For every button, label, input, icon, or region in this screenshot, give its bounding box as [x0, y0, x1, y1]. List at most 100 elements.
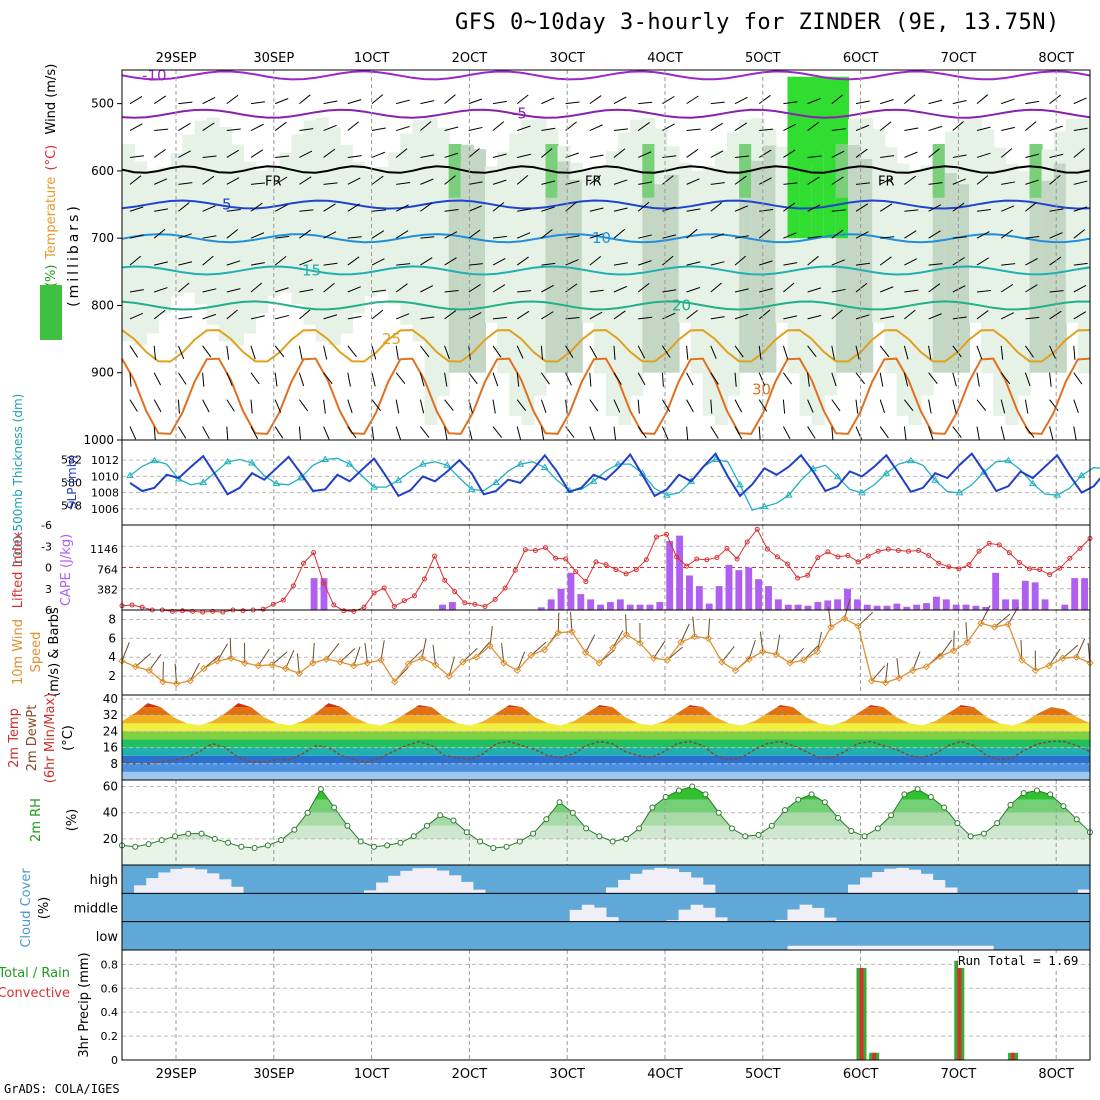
- rh-cell-green: [835, 144, 849, 198]
- wind-speed-marker: [868, 677, 876, 685]
- rh-marker: [185, 830, 192, 837]
- wind-barb: [371, 209, 386, 212]
- li-marker: [643, 557, 649, 563]
- wind-barb: [831, 209, 846, 212]
- wind-barb: [928, 204, 942, 212]
- wind-barb: [177, 345, 185, 359]
- rh-color-band: [122, 786, 1090, 800]
- cloud-high-cell: [424, 868, 438, 894]
- thickness-marker: [955, 488, 964, 496]
- rh-marker: [967, 833, 974, 840]
- wind-barb: [782, 372, 793, 385]
- rh-cell-mid: [848, 144, 862, 373]
- rh-marker: [251, 845, 258, 851]
- wind-barb: [783, 232, 797, 239]
- li-marker: [543, 545, 548, 551]
- wind-barb: [347, 236, 362, 239]
- wind-barb: [855, 203, 869, 212]
- cloud-middle-cell: [606, 917, 619, 922]
- wind-barb: [468, 98, 483, 105]
- wind-speed-marker: [513, 666, 522, 675]
- wind-barb: [396, 313, 410, 320]
- precip-convective-bar: [957, 960, 962, 1060]
- wind-barb: [928, 125, 943, 132]
- wind-barb: [178, 101, 193, 105]
- wind-barb: [154, 178, 168, 185]
- slp-tick-label: 1010: [91, 470, 119, 483]
- temp-tick-label: 40: [103, 692, 118, 706]
- top-date-label: 29SEP: [156, 51, 197, 66]
- wind-barb: [1049, 372, 1052, 387]
- wind-barb: [807, 426, 816, 439]
- li-marker: [462, 600, 468, 606]
- rh-cell-mid: [448, 158, 462, 373]
- wind-barb: [831, 229, 844, 239]
- wind-barb: [613, 179, 628, 185]
- rh-marker: [941, 804, 948, 811]
- cloud-high-cell: [182, 867, 196, 894]
- wind-barb: [371, 230, 385, 239]
- cloud-high-cell: [908, 869, 922, 894]
- wind-barb: [189, 662, 200, 682]
- thickness-tick-label: 582: [61, 454, 82, 467]
- rh-cell-light: [376, 166, 390, 293]
- li-marker: [633, 567, 639, 573]
- thickness-marker: [272, 479, 281, 487]
- wind-speed-marker: [295, 669, 303, 677]
- wind-barb: [759, 128, 774, 132]
- wind-barb: [298, 372, 305, 387]
- wind-barb: [420, 154, 435, 158]
- wind-barb: [807, 255, 819, 266]
- rh-cell-light: [775, 146, 789, 323]
- rh-marker: [980, 830, 987, 837]
- wind-barb: [129, 175, 142, 185]
- rh-cell-light: [291, 134, 305, 305]
- cape-bar: [804, 605, 812, 610]
- wind-barb: [432, 644, 437, 665]
- precip-time-grid: [175, 950, 1057, 1060]
- temp-ylabel: 2m Temp 2m DewPt (6hr Min/Max) (°C): [7, 693, 76, 783]
- rh-cell-light: [533, 117, 547, 396]
- li-marker: [976, 548, 982, 554]
- wind-barb: [613, 207, 628, 212]
- wind-barb: [662, 255, 674, 266]
- li-marker: [1057, 565, 1063, 571]
- freezing-level-line: [121, 165, 1091, 174]
- top-date-label: 4OCT: [647, 51, 683, 66]
- wind-barb: [637, 282, 650, 293]
- rh-marker: [848, 828, 855, 834]
- cloud-high-cell: [642, 869, 655, 894]
- wind-barb: [686, 228, 698, 239]
- li-marker: [492, 596, 498, 602]
- wind-barb: [613, 262, 628, 266]
- wind-barb: [420, 202, 433, 212]
- cloud-high-cell: [472, 889, 486, 894]
- wind-barb: [734, 122, 748, 131]
- wind-barb: [178, 233, 192, 239]
- wind-barb: [202, 313, 217, 320]
- cape-bar: [853, 599, 861, 610]
- wind-barb: [880, 286, 894, 293]
- li-marker: [422, 576, 427, 582]
- cloud-high-cell: [170, 868, 183, 894]
- cloud-row-label: high: [90, 873, 118, 888]
- wind-speed-marker: [145, 666, 153, 675]
- li-marker: [875, 548, 881, 554]
- wind-barb: [347, 399, 353, 414]
- li-marker: [553, 555, 559, 561]
- thickness-marker: [199, 478, 208, 485]
- rh-marker: [238, 843, 245, 850]
- wind-barb: [202, 205, 216, 212]
- wind-barb: [734, 235, 749, 239]
- top-date-label: 6OCT: [843, 51, 879, 66]
- wind-speed-marker: [1018, 656, 1026, 664]
- wind-barb: [135, 653, 152, 668]
- li-axis-title: Lifted Index: [11, 531, 26, 608]
- wind-barb: [468, 181, 483, 185]
- wind-barb: [275, 235, 290, 239]
- wind-speed-marker: [690, 632, 699, 641]
- wind-barb: [783, 262, 798, 266]
- wind-barb: [1049, 399, 1059, 412]
- wind-barb: [530, 641, 547, 656]
- wind-barb: [1073, 148, 1085, 158]
